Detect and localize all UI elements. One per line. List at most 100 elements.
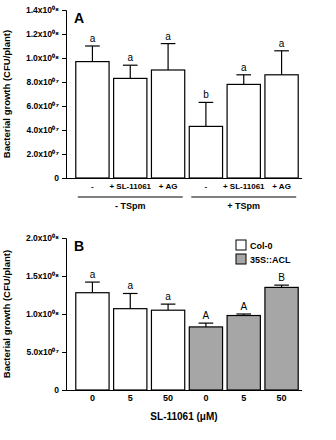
plot-area [76, 282, 298, 390]
y-tick: 1.4x10⁰⁸ [26, 5, 66, 15]
y-tick: 0 [54, 173, 66, 183]
significance-letter: A [203, 310, 210, 321]
error-cap [161, 43, 176, 44]
x-tick: 5 [128, 393, 133, 403]
error-bar [199, 102, 214, 126]
y-tick-mark [62, 314, 66, 315]
x-tick: - [91, 182, 94, 191]
error-whisker [205, 102, 206, 126]
y-tick-label: 5.0x10⁰⁷ [26, 347, 59, 357]
y-tick-label: 2.0x10⁰⁷ [26, 149, 59, 159]
significance-letter: a [127, 280, 133, 291]
panel-label: B [74, 238, 84, 254]
panel: 05.0x10⁰⁷1.0x10⁰⁸1.5x10⁰⁸2.0x10⁰⁸0550055… [1, 233, 302, 422]
error-bar [274, 51, 289, 75]
y-tick-label: 1.2x10⁰⁸ [26, 29, 59, 39]
error-cap [161, 304, 176, 305]
group-label: - TSpm [115, 201, 146, 211]
x-tick: 5 [241, 393, 246, 403]
y-tick: 4.0x10⁰⁷ [26, 125, 66, 135]
y-tick-mark [62, 352, 66, 353]
bar [151, 70, 184, 178]
x-tick-label: 0 [203, 393, 208, 403]
error-whisker [281, 51, 282, 75]
x-tick-label: - [205, 182, 208, 191]
y-tick: 1.0x10⁰⁸ [26, 309, 66, 319]
error-whisker [92, 46, 93, 62]
y-axis: 0 5.0x10⁰⁷ 1.0x10⁰⁸ 1.5x10⁰⁸ 2.0x10⁰⁸ [26, 233, 67, 395]
significance-letter: A [240, 301, 247, 312]
y-axis: 0 2.0x10⁰⁷ 4.0x10⁰⁷ 6.0x10⁰⁷ 8.0x10⁰⁷ 1.0x10⁰… [26, 5, 67, 183]
x-tick: 50 [277, 393, 287, 403]
x-tick: + AG [272, 182, 291, 191]
x-axis-line [66, 390, 302, 391]
error-whisker [92, 282, 93, 293]
y-tick-label: 1.4x10⁰⁸ [26, 5, 59, 15]
bar [227, 84, 260, 178]
error-bar [123, 65, 138, 78]
panel: 0 2.0x10⁰⁷ 4.0x10⁰⁷ 6.0x10⁰⁷ 8.0x10⁰⁷ 1.0x10⁰… [1, 5, 302, 211]
x-tick-label: + AG [272, 182, 291, 191]
x-axis-line [66, 178, 302, 179]
error-bar [85, 46, 100, 62]
error-cap [85, 45, 100, 46]
bar [189, 126, 222, 178]
y-tick: 1.2x10⁰⁸ [26, 29, 66, 39]
error-bar [236, 75, 251, 85]
significance-letter: a [127, 52, 133, 63]
error-cap [236, 313, 251, 314]
y-tick: 2.0x10⁰⁸ [26, 233, 66, 243]
bar [265, 287, 298, 390]
x-axis-title: SL-11061 (μM) [150, 411, 217, 422]
y-tick-mark [62, 276, 66, 277]
x-tick: 0 [90, 393, 95, 403]
legend-label: 35S::ACL [250, 255, 291, 265]
bar [151, 310, 184, 390]
y-tick-label: 6.0x10⁰⁷ [26, 101, 59, 111]
significance-letter: a [90, 33, 96, 44]
y-tick: 5.0x10⁰⁷ [26, 347, 66, 357]
error-cap [274, 285, 289, 286]
legend-label: Col-0 [250, 241, 273, 251]
legend-swatch [236, 240, 246, 250]
group-label: + TSpm [227, 201, 260, 211]
x-axis: 05500550 [66, 391, 302, 404]
y-tick-mark [62, 82, 66, 83]
legend-swatch [236, 254, 246, 264]
significance-letter: a [90, 269, 96, 280]
error-bar [85, 282, 100, 293]
bar [189, 327, 222, 390]
x-tick-label: - [91, 182, 94, 191]
error-cap [123, 65, 138, 66]
error-whisker [167, 44, 168, 70]
error-cap [274, 50, 289, 51]
x-tick-label: 0 [90, 393, 95, 403]
error-whisker [167, 304, 168, 310]
y-tick-mark [62, 10, 66, 11]
legend: Col-035S::ACL [236, 240, 291, 265]
x-tick: + AG [159, 182, 178, 191]
y-tick: 6.0x10⁰⁷ [26, 101, 66, 111]
group-line [78, 197, 183, 198]
x-tick-label: 5 [128, 393, 133, 403]
y-tick-mark [62, 58, 66, 59]
y-tick-label: 0 [54, 385, 59, 395]
error-bar [123, 293, 138, 308]
bar [76, 293, 109, 390]
y-tick-mark [62, 106, 66, 107]
error-cap [85, 281, 100, 282]
significance-letter: a [165, 31, 171, 42]
y-tick-mark [62, 130, 66, 131]
bar [76, 62, 109, 178]
y-tick: 2.0x10⁰⁷ [26, 149, 66, 159]
x-tick-label: + SL-11061 [223, 182, 265, 191]
y-tick: 8.0x10⁰⁷ [26, 77, 66, 87]
bar [227, 316, 260, 390]
y-tick-mark [62, 238, 66, 239]
y-tick: 1.5x10⁰⁸ [26, 271, 66, 281]
x-tick-label: + AG [159, 182, 178, 191]
y-tick-label: 1.0x10⁰⁸ [26, 53, 59, 63]
y-tick-mark [62, 34, 66, 35]
y-tick-label: 8.0x10⁰⁷ [26, 77, 59, 87]
error-whisker [243, 75, 244, 85]
